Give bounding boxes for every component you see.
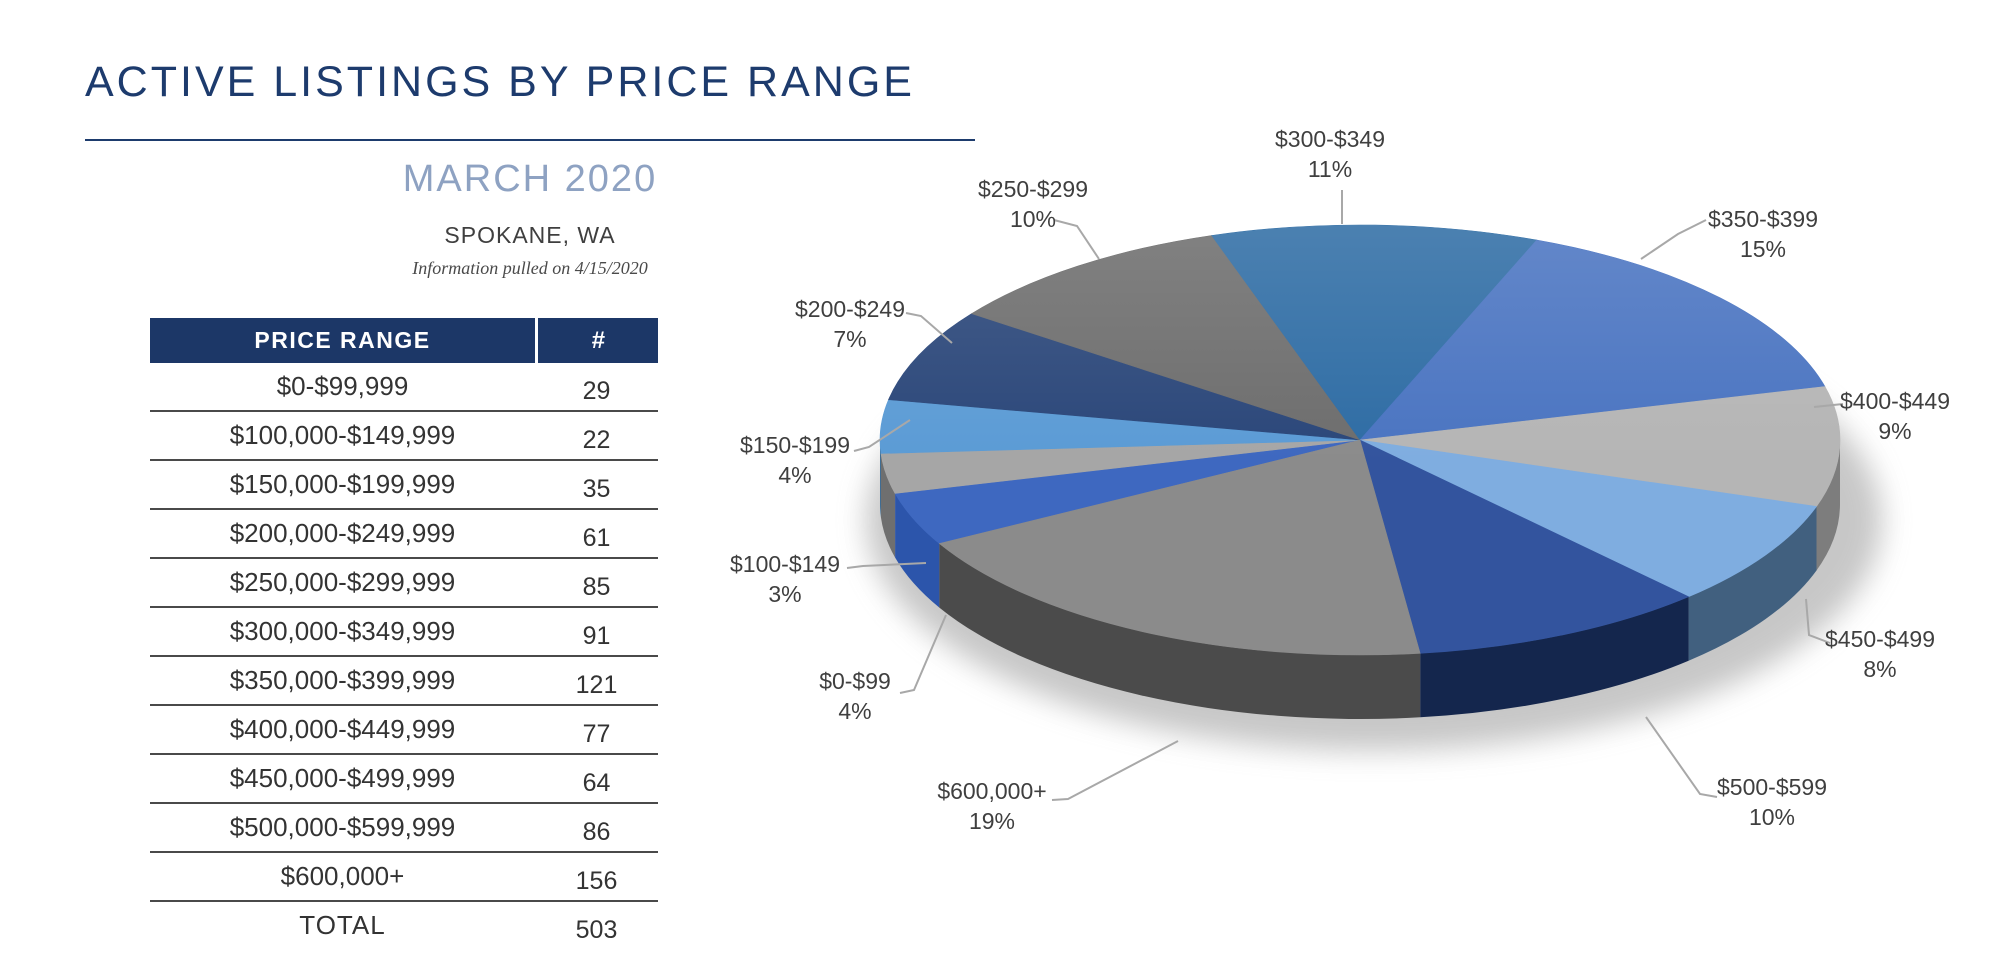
pie-slice-label: $100-$149 3% xyxy=(730,549,840,609)
pie-slice-side xyxy=(895,493,940,608)
count-cell: 77 xyxy=(582,720,611,748)
count-cell: 86 xyxy=(582,818,611,846)
table-body: $0-$99,999 29 $100,000-$149,999 22 $150,000-… xyxy=(150,363,658,949)
slice-percent-text: 8% xyxy=(1863,656,1897,682)
price-range-cell: $500,000-$599,999 xyxy=(229,812,456,842)
leader-line xyxy=(846,562,927,569)
slice-percent-text: 9% xyxy=(1878,418,1912,444)
slice-percent-text: 4% xyxy=(838,698,872,724)
table-row: $200,000-$249,999 61 xyxy=(150,510,658,559)
title-underline xyxy=(85,139,975,141)
table-row: $250,000-$299,999 85 xyxy=(150,559,658,608)
pie-slice-label: $600,000+ 19% xyxy=(937,776,1046,836)
report-location: SPOKANE, WA xyxy=(444,222,616,248)
count-cell: 22 xyxy=(582,426,611,454)
slice-percent-text: 15% xyxy=(1739,236,1787,262)
pie-slice-label: $400-$449 9% xyxy=(1840,386,1950,446)
table-row-total: TOTAL 503 xyxy=(150,902,658,949)
slice-range-text: $500-$599 xyxy=(1717,774,1827,800)
slice-range-text: $600,000+ xyxy=(937,778,1047,804)
column-header-price-range: PRICE RANGE xyxy=(150,318,538,363)
price-range-cell: $300,000-$349,999 xyxy=(229,616,456,646)
pie-slice-side xyxy=(1420,596,1689,718)
count-cell: 61 xyxy=(582,524,611,552)
leader-line xyxy=(899,614,947,694)
pie-slice-label: $150-$199 4% xyxy=(740,430,850,490)
count-cell: 29 xyxy=(582,377,611,405)
leader-line xyxy=(1813,403,1844,408)
slice-percent-text: 7% xyxy=(833,326,867,352)
data-pull-note: Information pulled on 4/15/2020 xyxy=(412,258,648,278)
slice-range-text: $250-$299 xyxy=(978,176,1088,202)
pie-slice-side xyxy=(880,453,896,558)
pie-slice-side xyxy=(1816,440,1840,571)
slice-range-text: $150-$199 xyxy=(740,432,850,458)
pie-slice-label: $350-$399 15% xyxy=(1708,204,1818,264)
column-header-count: # xyxy=(591,326,605,354)
table-row: $350,000-$399,999 121 xyxy=(150,657,658,706)
table-row: $450,000-$499,999 64 xyxy=(150,755,658,804)
report-month: MARCH 2020 xyxy=(402,158,658,200)
slice-percent-text: 10% xyxy=(1009,206,1057,232)
table-row: $600,000+ 156 xyxy=(150,853,658,902)
price-range-cell: $400,000-$449,999 xyxy=(229,714,456,744)
slice-range-text: $400-$449 xyxy=(1840,388,1950,414)
pie-slice-label: $300-$349 11% xyxy=(1275,124,1385,184)
price-range-table: PRICE RANGE # $0-$99,999 29 $100,000-$149,… xyxy=(150,318,658,949)
pie-slice-label: $450-$499 8% xyxy=(1825,624,1935,684)
pie-slice-label: $0-$99 4% xyxy=(819,666,891,726)
page-title: ACTIVE LISTINGS BY PRICE RANGE xyxy=(85,58,915,106)
count-cell: 121 xyxy=(575,671,618,699)
price-range-cell: $350,000-$399,999 xyxy=(229,665,456,695)
table-row: $300,000-$349,999 91 xyxy=(150,608,658,657)
slice-range-text: $0-$99 xyxy=(819,668,891,694)
slice-percent-text: 11% xyxy=(1307,156,1353,182)
slice-percent-text: 10% xyxy=(1748,804,1796,830)
table-row: $0-$99,999 29 xyxy=(150,363,658,412)
table-row: $400,000-$449,999 77 xyxy=(150,706,658,755)
leader-line xyxy=(1645,716,1718,798)
table-header: PRICE RANGE # xyxy=(150,318,658,363)
price-range-cell: $150,000-$199,999 xyxy=(229,469,456,499)
leader-line xyxy=(853,419,911,452)
table-row: $150,000-$199,999 35 xyxy=(150,461,658,510)
leader-line xyxy=(1053,219,1100,260)
price-range-cell: $100,000-$149,999 xyxy=(229,420,456,450)
pie-slice-label: $250-$299 10% xyxy=(978,174,1088,234)
count-cell: 156 xyxy=(575,867,618,895)
count-cell: 35 xyxy=(582,475,611,503)
count-cell: 64 xyxy=(582,769,611,797)
pie-gloss xyxy=(880,225,1840,655)
pie-slice-label: $200-$249 7% xyxy=(795,294,905,354)
slice-range-text: $200-$249 xyxy=(795,296,905,322)
price-range-cell: $200,000-$249,999 xyxy=(229,518,456,548)
table-row: $100,000-$149,999 22 xyxy=(150,412,658,461)
leader-line xyxy=(1051,740,1179,801)
pie-slice-side xyxy=(880,440,881,518)
price-range-cell: $250,000-$299,999 xyxy=(229,567,456,597)
slice-range-text: $450-$499 xyxy=(1825,626,1935,652)
price-range-cell: $0-$99,999 xyxy=(276,371,409,401)
slice-percent-text: 3% xyxy=(768,581,802,607)
leader-line xyxy=(1640,219,1707,260)
price-range-cell: $600,000+ xyxy=(280,861,405,891)
count-cell: 503 xyxy=(575,916,618,944)
pie-slice-side xyxy=(1688,506,1817,661)
price-range-cell: TOTAL xyxy=(299,910,386,940)
slice-percent-text: 4% xyxy=(778,462,812,488)
slice-range-text: $300-$349 xyxy=(1275,126,1385,152)
slice-percent-text: 19% xyxy=(968,808,1016,834)
pie-slice-side xyxy=(939,543,1421,719)
leader-line xyxy=(1805,598,1831,644)
count-cell: 85 xyxy=(582,573,611,601)
slice-range-text: $350-$399 xyxy=(1708,206,1818,232)
pie-slice-label: $500-$599 10% xyxy=(1717,772,1827,832)
price-range-cell: $450,000-$499,999 xyxy=(229,763,456,793)
count-cell: 91 xyxy=(582,622,611,650)
table-row: $500,000-$599,999 86 xyxy=(150,804,658,853)
slice-range-text: $100-$149 xyxy=(730,551,840,577)
leader-line xyxy=(905,312,953,344)
